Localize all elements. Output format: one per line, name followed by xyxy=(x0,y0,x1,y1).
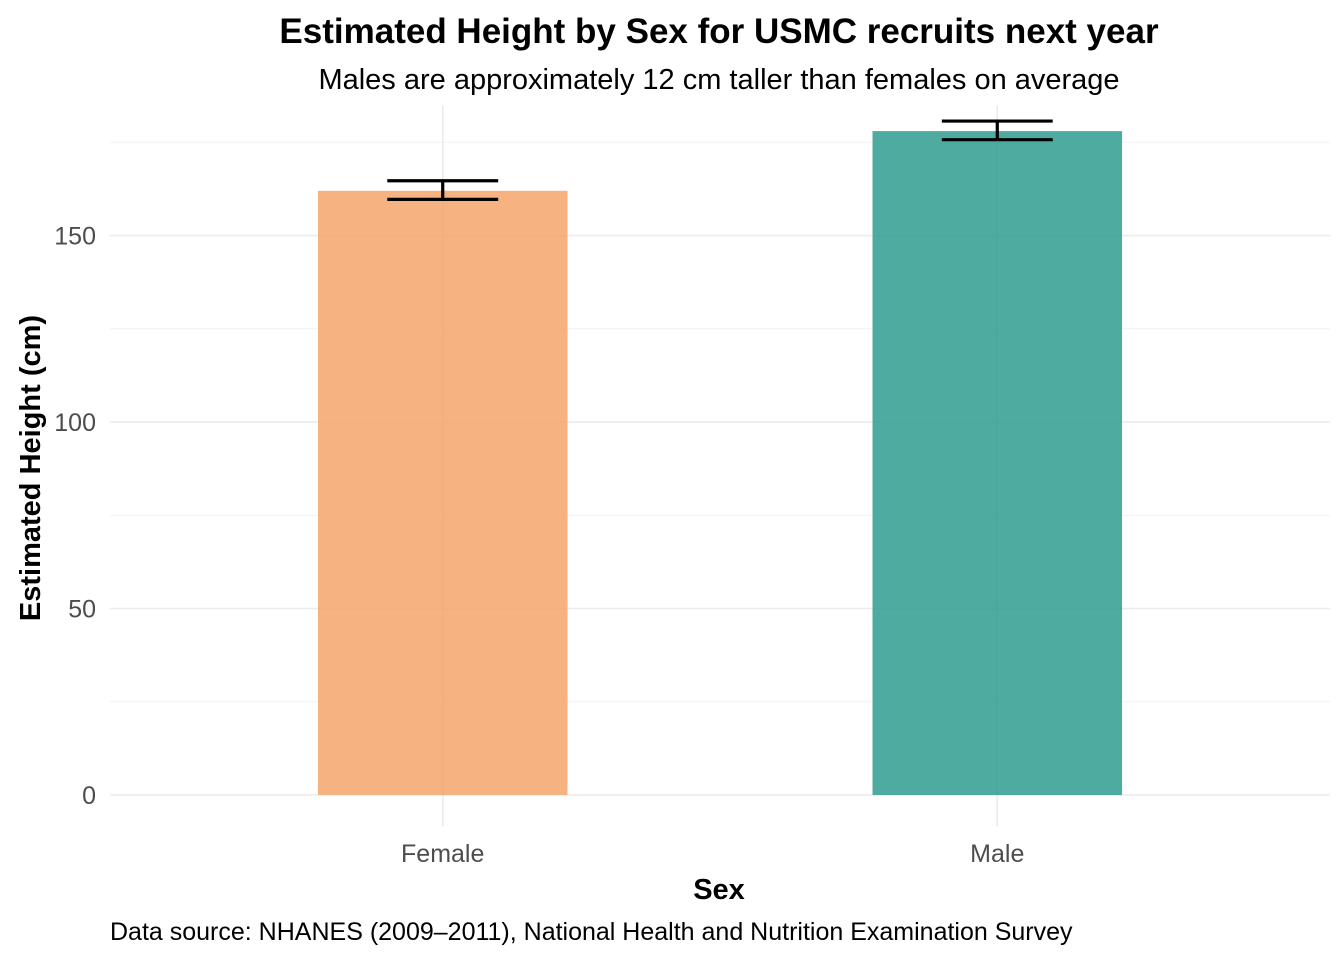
y-tick-label: 100 xyxy=(54,409,96,437)
x-tick-label: Female xyxy=(401,840,484,868)
bar-male xyxy=(872,131,1123,796)
error-bar-female xyxy=(387,179,499,201)
y-tick-label: 50 xyxy=(68,596,96,624)
y-tick-labels: 0 50 100 150 xyxy=(54,223,96,810)
chart-title: Estimated Height by Sex for USMC recruit… xyxy=(279,12,1159,51)
error-bars xyxy=(387,119,1053,201)
y-tick-label: 150 xyxy=(54,223,96,251)
grid xyxy=(110,105,1330,827)
x-tick-label: Male xyxy=(970,840,1024,868)
chart-caption: Data source: NHANES (2009–2011), Nationa… xyxy=(110,918,1073,946)
x-tick-labels: Female Male xyxy=(401,840,1024,868)
y-tick-label: 0 xyxy=(82,782,96,810)
bar-female xyxy=(317,190,568,795)
chart-subtitle: Males are approximately 12 cm taller tha… xyxy=(318,64,1119,96)
error-bar-male xyxy=(941,119,1053,142)
bars xyxy=(317,131,1123,796)
x-axis-title: Sex xyxy=(693,874,745,906)
y-axis-title: Estimated Height (cm) xyxy=(15,315,47,621)
